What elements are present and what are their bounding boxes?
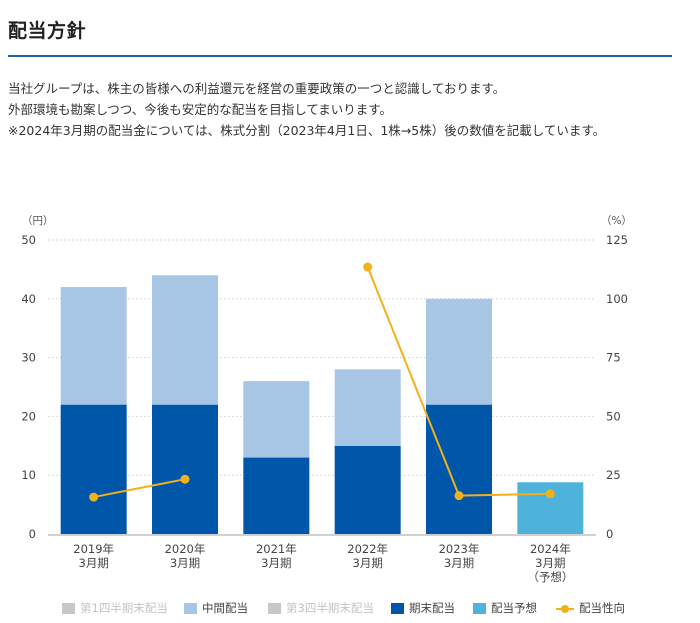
payout-ratio-point [363, 262, 373, 272]
payout-ratio-point [545, 489, 555, 499]
bar-year-end [243, 457, 310, 534]
left-tick-label: 40 [21, 292, 36, 306]
right-tick-label: 100 [606, 292, 628, 306]
x-tick-label: 3月期 [79, 556, 109, 570]
x-tick-label: 2022年 [347, 542, 388, 556]
right-axis-unit: （%） [601, 215, 632, 227]
x-tick-label: 2023年 [439, 542, 480, 556]
legend-label: 中間配当 [202, 601, 248, 615]
x-tick-label: 2024年 [530, 542, 571, 556]
gridlines [48, 239, 596, 476]
right-tick-label: 50 [606, 409, 621, 423]
legend-swatch-icon [184, 602, 197, 614]
legend: 第1四半期末配当 中間配当 第3四半期末配当 期末配当 配当予想 配当性向 [0, 600, 700, 618]
bar-year-end [334, 445, 401, 534]
left-tick-label: 30 [21, 351, 36, 365]
bar-interim [60, 287, 127, 405]
right-axis: 0 25 50 75 100 125 （%） [601, 215, 632, 541]
x-tick-label: 2019年 [73, 542, 114, 556]
intro-line-3: ※2024年3月期の配当金については、株式分割（2023年4月1日、1株→5株）… [8, 123, 606, 138]
legend-label: 第1四半期末配当 [80, 601, 168, 615]
left-axis: 0 10 20 30 40 50 （円） [21, 215, 53, 541]
legend-item[interactable]: 第3四半期末配当 [268, 600, 374, 616]
x-tick-label: 3月期 [261, 556, 291, 570]
title-underline [8, 55, 672, 57]
legend-line-marker-icon [556, 603, 574, 614]
bars [60, 275, 584, 534]
legend-item[interactable]: 配当性向 [556, 600, 625, 616]
payout-ratio-point [180, 474, 190, 484]
legend-label: 第3四半期末配当 [286, 601, 374, 615]
payout-ratio-point [454, 491, 464, 501]
intro-line-2: 外部環境も勘案しつつ、今後も安定的な配当を目指してまいります。 [8, 102, 393, 117]
legend-swatch-icon [391, 602, 404, 614]
intro-text: 当社グループは、株主の皆様への利益還元を経営の重要政策の一つと認識しております。… [8, 78, 605, 141]
payout-ratio-line [93, 478, 186, 499]
legend-swatch-icon [62, 602, 75, 614]
left-tick-label: 20 [21, 409, 36, 423]
payout-ratio-point [89, 492, 99, 502]
x-tick-label: 3月期 [535, 556, 565, 570]
bar-interim [334, 369, 401, 446]
legend-swatch-icon [473, 602, 486, 614]
left-tick-label: 10 [21, 468, 36, 482]
x-tick-label: （予想） [527, 570, 573, 584]
bar-year-end [152, 404, 218, 534]
legend-item[interactable]: 第1四半期末配当 [62, 600, 168, 616]
right-tick-label: 25 [606, 468, 621, 482]
right-tick-label: 75 [606, 351, 621, 365]
legend-item[interactable]: 配当予想 [473, 600, 537, 616]
right-tick-label: 125 [606, 233, 628, 247]
x-tick-label: 3月期 [170, 556, 200, 570]
legend-item[interactable]: 中間配当 [184, 600, 248, 616]
payout-ratio-series [89, 262, 555, 502]
x-tick-label: 2021年 [256, 542, 297, 556]
left-tick-label: 50 [21, 233, 36, 247]
x-tick-label: 3月期 [444, 556, 474, 570]
x-tick-label: 2020年 [165, 542, 206, 556]
bar-year-end [60, 404, 127, 534]
bar-interim [152, 275, 218, 405]
legend-label: 配当予想 [491, 601, 537, 615]
legend-label: 期末配当 [409, 601, 455, 615]
x-tick-label: 3月期 [353, 556, 383, 570]
left-tick-label: 0 [29, 527, 36, 541]
bar-interim [426, 298, 492, 405]
right-tick-label: 0 [606, 527, 613, 541]
legend-swatch-icon [268, 602, 281, 614]
bar-year-end [426, 404, 492, 534]
bar-interim [243, 381, 310, 458]
page-title: 配当方針 [8, 20, 87, 42]
intro-line-1: 当社グループは、株主の皆様への利益還元を経営の重要政策の一つと認識しております。 [8, 81, 506, 96]
x-axis-labels: 2019年3月期2020年3月期2021年3月期2022年3月期2023年3月期… [73, 542, 573, 584]
left-axis-unit: （円） [22, 215, 54, 227]
legend-label: 配当性向 [579, 601, 625, 615]
legend-item[interactable]: 期末配当 [391, 600, 455, 616]
